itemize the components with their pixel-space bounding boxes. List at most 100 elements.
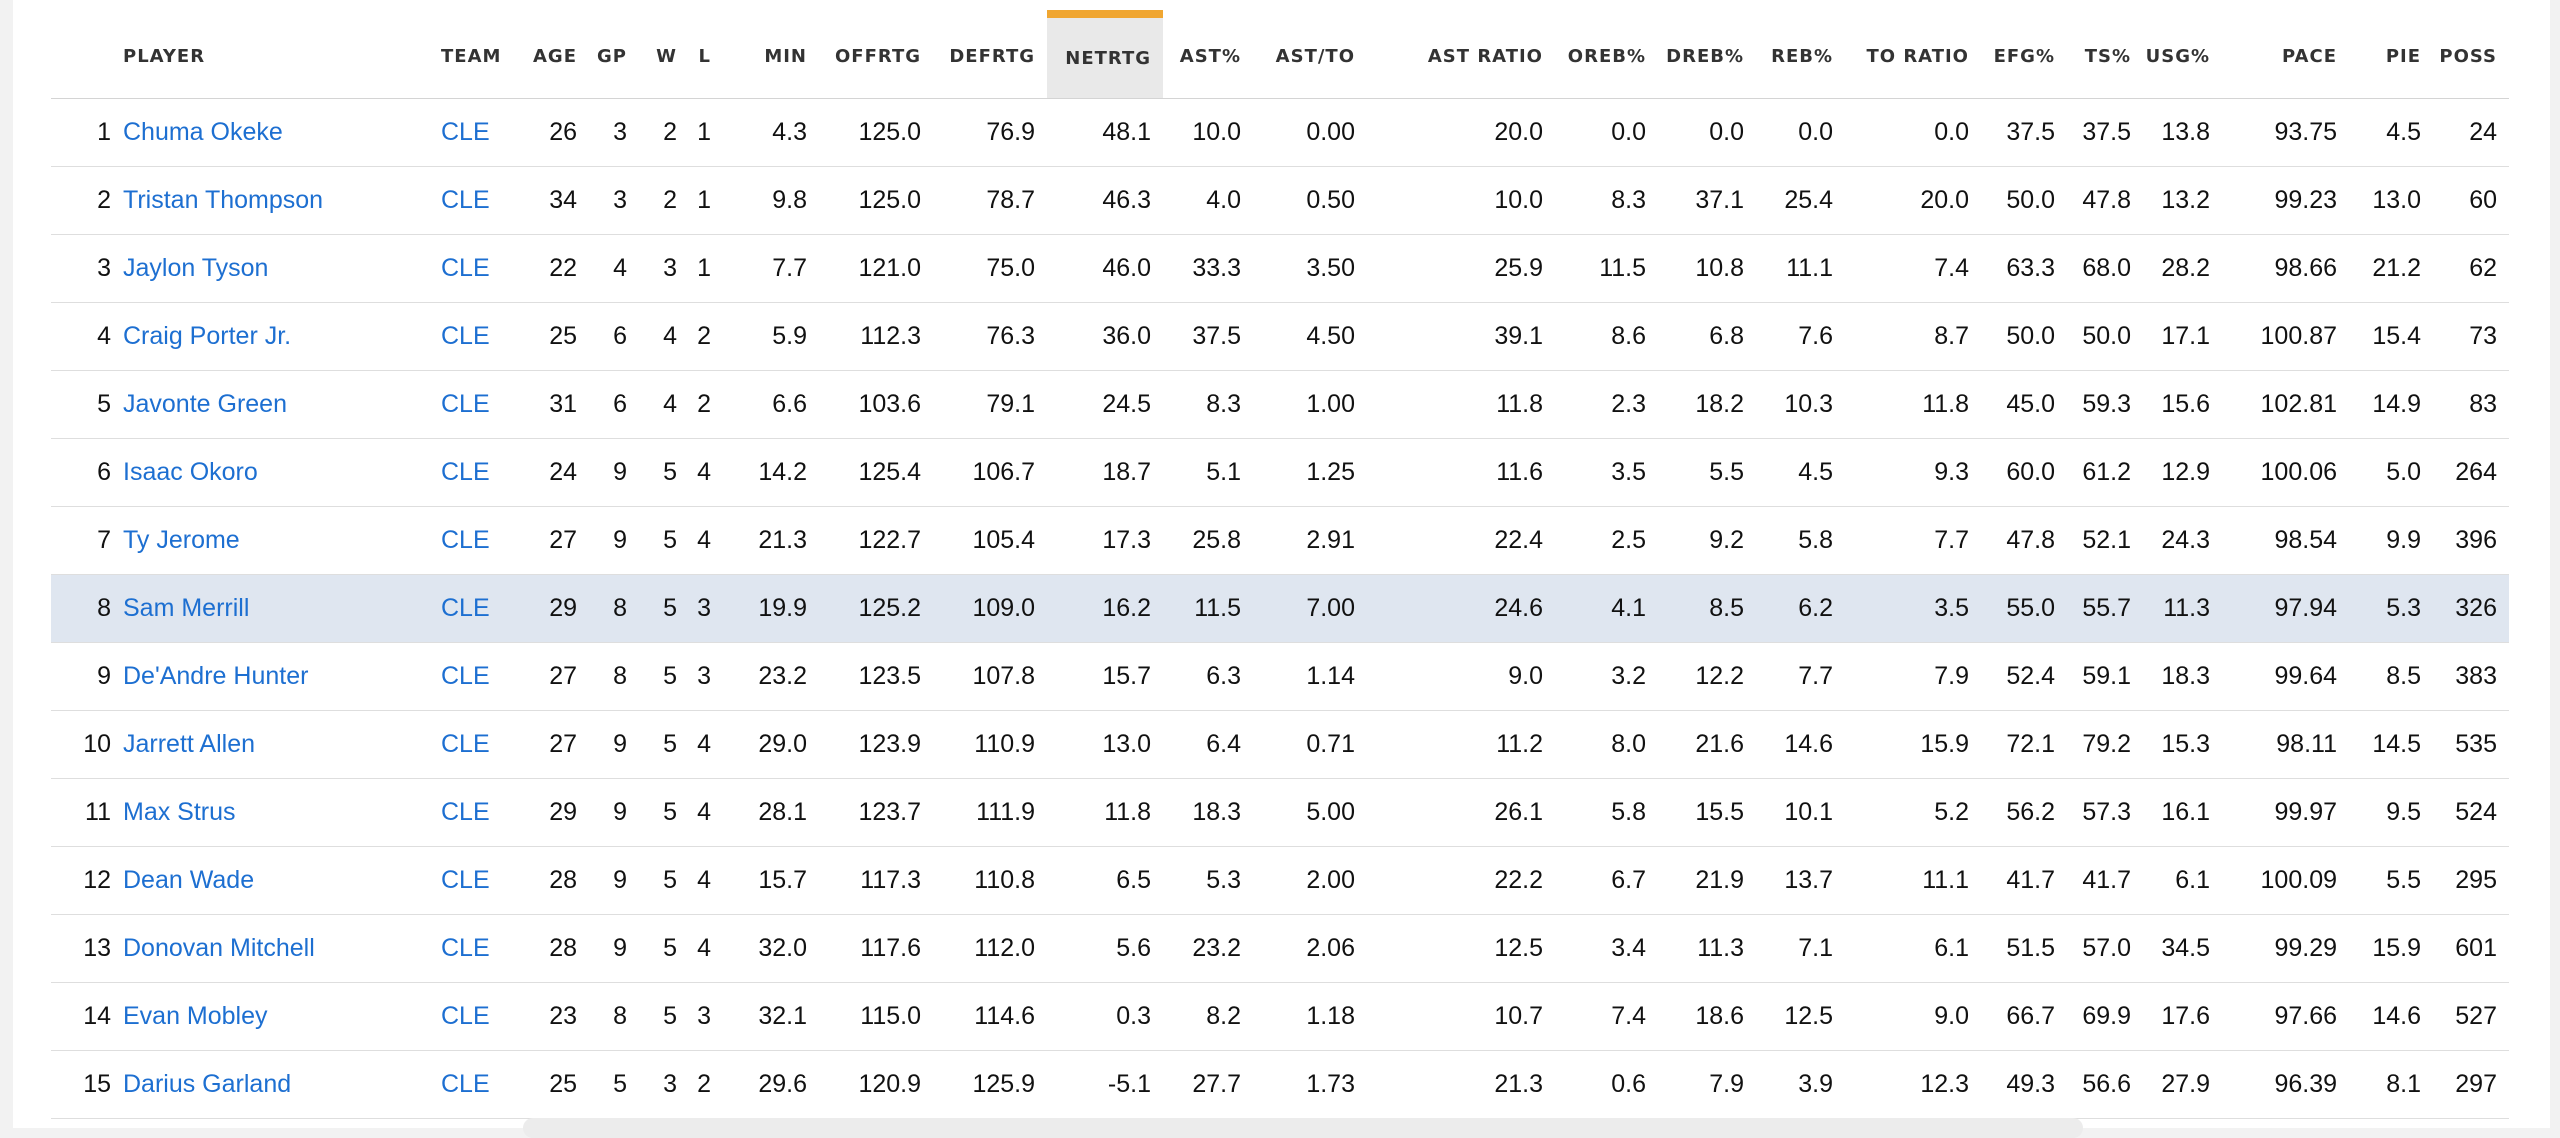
column-header-player[interactable]: PLAYER [123,14,441,99]
cell-netrtg: 5.6 [1047,914,1163,983]
cell-rebpct: 12.5 [1756,982,1845,1051]
column-header-rank[interactable] [51,14,123,99]
column-header-toratio[interactable]: TO RATIO [1845,14,1981,99]
team-link[interactable]: CLE [441,914,527,983]
player-name-link[interactable]: Evan Mobley [123,982,441,1051]
player-name-link[interactable]: Jaylon Tyson [123,234,441,303]
player-name-link[interactable]: Isaac Okoro [123,438,441,507]
table-row[interactable]: 11 Max Strus CLE 29 9 5 4 28.1 123.7 111.9 11.8 18.… [51,778,2509,847]
cell-poss: 527 [2433,982,2509,1051]
cell-rank: 15 [51,1050,123,1119]
cell-min: 19.9 [723,574,819,643]
player-name-link[interactable]: Darius Garland [123,1050,441,1119]
cell-gp: 9 [589,438,639,507]
column-header-drebpct[interactable]: DREB% [1658,14,1756,99]
column-header-defrtg[interactable]: DEFRTG [933,14,1047,99]
team-link[interactable]: CLE [441,710,527,779]
player-name-link[interactable]: Sam Merrill [123,574,441,643]
table-row[interactable]: 15 Darius Garland CLE 25 5 3 2 29.6 120.9 125.9 -5… [51,1050,2509,1119]
column-header-astratio[interactable]: AST RATIO [1367,14,1555,99]
player-name-link[interactable]: De'Andre Hunter [123,642,441,711]
cell-gp: 9 [589,914,639,983]
team-link[interactable]: CLE [441,642,527,711]
table-row[interactable]: 1 Chuma Okeke CLE 26 3 2 1 4.3 125.0 76.9 48.1 10.0… [51,98,2509,167]
column-header-gp[interactable]: GP [589,14,639,99]
table-row[interactable]: 12 Dean Wade CLE 28 9 5 4 15.7 117.3 110.8 6.5 5.3 2… [51,846,2509,915]
table-row[interactable]: 8 Sam Merrill CLE 29 8 5 3 19.9 125.2 109.0 16.2 11… [51,574,2509,643]
table-row[interactable]: 6 Isaac Okoro CLE 24 9 5 4 14.2 125.4 106.7 18.7 5.… [51,438,2509,507]
cell-rank: 13 [51,914,123,983]
team-link[interactable]: CLE [441,574,527,643]
cell-rebpct: 7.6 [1756,302,1845,371]
cell-usgpct: 17.6 [2143,982,2222,1051]
cell-toratio: 3.5 [1845,574,1981,643]
cell-rebpct: 11.1 [1756,234,1845,303]
column-header-usgpct[interactable]: USG% [2143,14,2222,99]
table-row[interactable]: 9 De'Andre Hunter CLE 27 8 5 3 23.2 123.5 107.8 15… [51,642,2509,711]
cell-pie: 21.2 [2349,234,2433,303]
cell-pie: 5.0 [2349,438,2433,507]
column-header-orebpct[interactable]: OREB% [1555,14,1658,99]
cell-w: 3 [639,1050,689,1119]
cell-drebpct: 18.2 [1658,370,1756,439]
column-header-tspct[interactable]: TS% [2067,14,2143,99]
cell-age: 27 [527,506,589,575]
column-header-astto[interactable]: AST/TO [1253,14,1367,99]
player-name-link[interactable]: Max Strus [123,778,441,847]
column-header-l[interactable]: L [689,14,723,99]
table-row[interactable]: 2 Tristan Thompson CLE 34 3 2 1 9.8 125.0 78.7 46.… [51,166,2509,235]
team-link[interactable]: CLE [441,438,527,507]
cell-rank: 5 [51,370,123,439]
team-link[interactable]: CLE [441,166,527,235]
column-header-astpct[interactable]: AST% [1163,14,1253,99]
cell-efgpct: 37.5 [1981,98,2067,167]
column-header-pace[interactable]: PACE [2222,14,2349,99]
column-header-pie[interactable]: PIE [2349,14,2433,99]
player-name-link[interactable]: Craig Porter Jr. [123,302,441,371]
cell-rebpct: 25.4 [1756,166,1845,235]
team-link[interactable]: CLE [441,506,527,575]
table-row[interactable]: 14 Evan Mobley CLE 23 8 5 3 32.1 115.0 114.6 0.3 8.… [51,982,2509,1051]
cell-efgpct: 51.5 [1981,914,2067,983]
team-link[interactable]: CLE [441,98,527,167]
column-header-offrtg[interactable]: OFFRTG [819,14,933,99]
cell-poss: 326 [2433,574,2509,643]
player-name-link[interactable]: Dean Wade [123,846,441,915]
column-header-netrtg[interactable]: NETRTG [1047,10,1163,99]
player-name-link[interactable]: Ty Jerome [123,506,441,575]
cell-rebpct: 5.8 [1756,506,1845,575]
team-link[interactable]: CLE [441,846,527,915]
team-link[interactable]: CLE [441,982,527,1051]
cell-drebpct: 21.9 [1658,846,1756,915]
table-row[interactable]: 5 Javonte Green CLE 31 6 4 2 6.6 103.6 79.1 24.5 8.… [51,370,2509,439]
column-header-poss[interactable]: POSS [2433,14,2509,99]
table-row[interactable]: 4 Craig Porter Jr. CLE 25 6 4 2 5.9 112.3 76.3 36.… [51,302,2509,371]
player-name-link[interactable]: Tristan Thompson [123,166,441,235]
table-row[interactable]: 7 Ty Jerome CLE 27 9 5 4 21.3 122.7 105.4 17.3 25.8… [51,506,2509,575]
team-link[interactable]: CLE [441,1050,527,1119]
team-link[interactable]: CLE [441,370,527,439]
cell-pie: 14.6 [2349,982,2433,1051]
team-link[interactable]: CLE [441,234,527,303]
column-header-age[interactable]: AGE [527,14,589,99]
column-header-min[interactable]: MIN [723,14,819,99]
team-link[interactable]: CLE [441,302,527,371]
team-link[interactable]: CLE [441,778,527,847]
cell-offrtg: 112.3 [819,302,933,371]
cell-netrtg: 16.2 [1047,574,1163,643]
table-row[interactable]: 3 Jaylon Tyson CLE 22 4 3 1 7.7 121.0 75.0 46.0 33.… [51,234,2509,303]
player-name-link[interactable]: Donovan Mitchell [123,914,441,983]
player-name-link[interactable]: Jarrett Allen [123,710,441,779]
column-header-efgpct[interactable]: EFG% [1981,14,2067,99]
column-header-rebpct[interactable]: REB% [1756,14,1845,99]
cell-w: 2 [639,166,689,235]
player-name-link[interactable]: Chuma Okeke [123,98,441,167]
cell-pace: 98.11 [2222,710,2349,779]
column-header-w[interactable]: W [639,14,689,99]
column-header-team[interactable]: TEAM [441,14,527,99]
table-row[interactable]: 10 Jarrett Allen CLE 27 9 5 4 29.0 123.9 110.9 13.… [51,710,2509,779]
player-name-link[interactable]: Javonte Green [123,370,441,439]
cell-toratio: 11.8 [1845,370,1981,439]
table-row[interactable]: 13 Donovan Mitchell CLE 28 9 5 4 32.0 117.6 112.0… [51,914,2509,983]
cell-pie: 4.5 [2349,98,2433,167]
